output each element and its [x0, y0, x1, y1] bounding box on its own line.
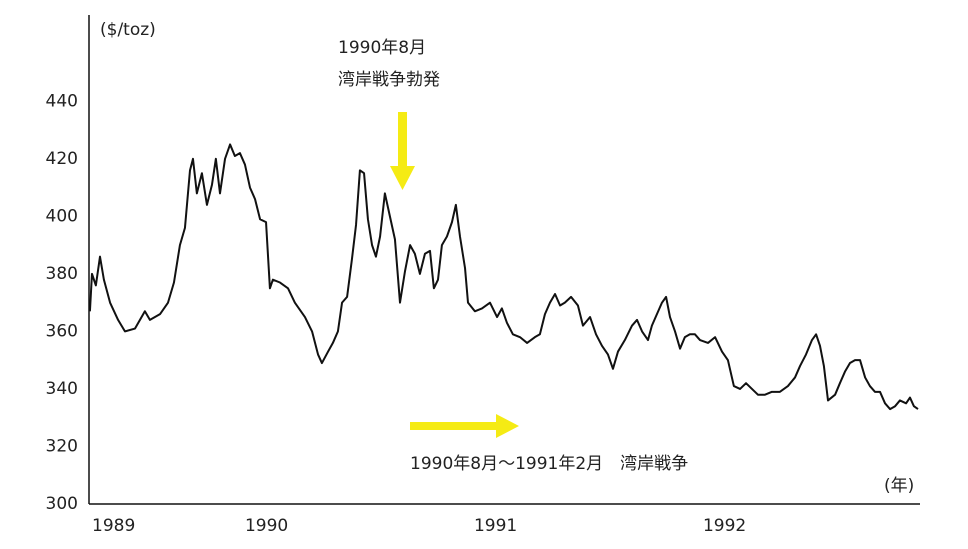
- price-line: [88, 143, 919, 411]
- y-tick-label: 440: [46, 91, 78, 111]
- x-tick-label: 1991: [474, 516, 517, 536]
- y-tick-label: 340: [46, 379, 78, 399]
- y-tick-label: 300: [46, 494, 78, 514]
- x-tick-label: 1989: [92, 516, 135, 536]
- y-tick-label: 380: [46, 264, 78, 284]
- right-arrow: [410, 414, 519, 438]
- x-axis-label: (年): [884, 476, 914, 496]
- x-tick-label: 1992: [703, 516, 746, 536]
- y-axis-label: ($/toz): [100, 20, 156, 40]
- down-arrow: [390, 112, 415, 190]
- annotation: 1990年8月〜1991年2月 湾岸戦争: [410, 454, 688, 474]
- x-tick-label: 1990: [245, 516, 288, 536]
- y-tick-label: 320: [46, 436, 78, 456]
- annotation: 1990年8月: [338, 38, 426, 58]
- y-tick-label: 420: [46, 149, 78, 169]
- y-tick-label: 400: [46, 206, 78, 226]
- y-tick-label: 360: [46, 321, 78, 341]
- annotation: 湾岸戦争勃発: [338, 70, 440, 90]
